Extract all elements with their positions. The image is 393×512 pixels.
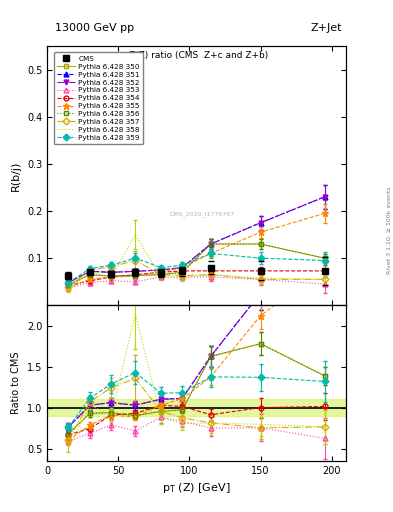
Text: Rivet 3.1.10, ≥ 100k events: Rivet 3.1.10, ≥ 100k events [387, 186, 391, 274]
Y-axis label: R(b/j): R(b/j) [11, 160, 21, 191]
Bar [47, 399, 346, 416]
Text: 13000 GeV pp: 13000 GeV pp [55, 23, 134, 33]
Text: Z+Jet: Z+Jet [310, 23, 342, 33]
Y-axis label: Ratio to CMS: Ratio to CMS [11, 352, 21, 414]
Text: CMS_2020_I1776767: CMS_2020_I1776767 [170, 212, 235, 218]
Legend: CMS, Pythia 6.428 350, Pythia 6.428 351, Pythia 6.428 352, Pythia 6.428 353, Pyt: CMS, Pythia 6.428 350, Pythia 6.428 351,… [54, 52, 143, 144]
Text: pT(Z) ratio (CMS  Z+c and Z+b): pT(Z) ratio (CMS Z+c and Z+b) [124, 51, 269, 60]
X-axis label: $\mathsf{p_T}$ (Z) [GeV]: $\mathsf{p_T}$ (Z) [GeV] [162, 481, 231, 495]
